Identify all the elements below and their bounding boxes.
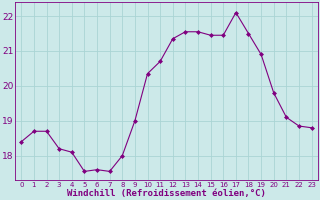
X-axis label: Windchill (Refroidissement éolien,°C): Windchill (Refroidissement éolien,°C) [67,189,266,198]
